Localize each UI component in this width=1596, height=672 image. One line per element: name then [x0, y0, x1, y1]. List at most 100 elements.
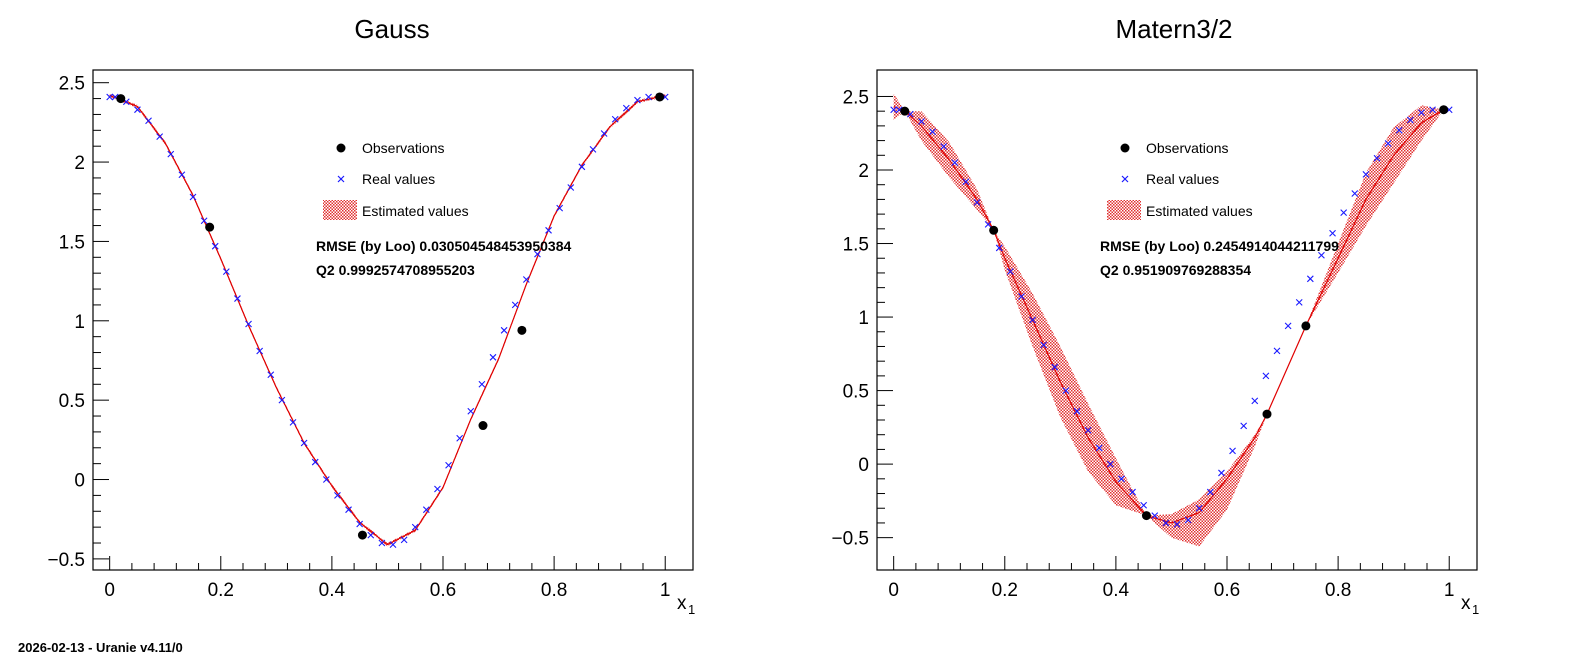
x-tick-label: 0.2	[992, 580, 1018, 601]
real-value-point	[622, 104, 630, 112]
real-value-point	[1006, 268, 1014, 275]
real-value-point	[467, 407, 475, 415]
legend-label-observations: Observations	[1146, 140, 1228, 156]
real-value-point	[1184, 516, 1192, 524]
legend-label-estimated-values: Estimated values	[1146, 203, 1253, 219]
y-tick-label: −0.5	[831, 529, 869, 550]
real-value-point	[1218, 469, 1225, 477]
q2-annotation: Q2 0.951909769288354	[1100, 262, 1251, 278]
real-value-point	[422, 506, 430, 514]
x-tick-label: 0	[104, 580, 115, 601]
real-value-point	[973, 198, 981, 206]
real-value-point	[589, 145, 597, 153]
real-value-point	[1162, 519, 1170, 527]
y-axis: −0.5 0 0.5 1 1.5 2 2.5	[831, 87, 893, 550]
x-axis: 0 0.2 0.4 0.6 0.8 1	[104, 556, 671, 601]
cross-layer	[890, 106, 1453, 528]
x-axis-label: x 1	[677, 593, 695, 617]
band-layer	[109, 93, 666, 547]
real-value-point	[1095, 444, 1103, 452]
line-layer	[109, 94, 666, 546]
real-value-point	[951, 159, 959, 167]
real-value-point	[434, 485, 441, 493]
footer-label: 2026-02-13 - Uranie v4.11/0	[18, 640, 183, 655]
observation-point	[655, 92, 665, 102]
real-value-point	[256, 347, 264, 355]
real-value-point	[1206, 488, 1214, 496]
y-tick-label: 2	[74, 153, 85, 174]
x-tick-label: 0.4	[1103, 580, 1130, 601]
real-value-point	[156, 133, 164, 141]
real-value-point	[1029, 316, 1036, 324]
legend-label-observations: Observations	[362, 140, 444, 156]
real-value-point	[1195, 504, 1203, 512]
real-value-point	[178, 171, 186, 179]
real-value-point	[311, 458, 319, 466]
line-layer	[893, 106, 1445, 524]
real-value-point	[367, 531, 375, 539]
real-value-point	[411, 523, 419, 531]
real-value-point	[1118, 475, 1125, 483]
q2-annotation: Q2 0.9992574708955203	[316, 262, 475, 278]
real-value-point	[1318, 251, 1325, 259]
stats-annotation: RMSE (by Loo) 0.2454914044211799 Q2 0.95…	[1100, 238, 1339, 278]
real-value-point	[1084, 426, 1092, 434]
observation-point	[478, 421, 488, 431]
estimated-line	[109, 94, 666, 546]
legend-band-swatch	[1107, 200, 1141, 220]
real-value-point	[1251, 397, 1259, 405]
x-tick-label: 1	[660, 580, 671, 601]
cross-layer	[106, 93, 669, 548]
x-tick-label: 0.8	[541, 580, 567, 601]
real-value-point	[522, 276, 530, 283]
panel-right: Matern3/2 0 0.2 0.4 0.6 0.8 1 −0.5 0 0.5 1 1.5 2 2.…	[831, 14, 1479, 617]
real-value-point	[289, 418, 297, 426]
real-value-point	[478, 380, 486, 388]
y-tick-label: 0.5	[843, 382, 869, 403]
legend: Observations Real values Estimated value…	[323, 140, 469, 220]
legend-label-estimated-values: Estimated values	[362, 203, 469, 219]
real-value-point	[445, 461, 452, 469]
legend-cross-marker	[1121, 175, 1129, 183]
observation-point	[357, 530, 367, 540]
y-tick-label: 2.5	[843, 87, 869, 108]
real-value-point	[300, 439, 308, 447]
real-value-point	[189, 193, 197, 201]
real-value-point	[634, 96, 641, 104]
observation-point	[1439, 105, 1449, 115]
real-value-point	[1395, 126, 1403, 134]
x-tick-label: 0.4	[319, 580, 346, 601]
legend-band-swatch	[323, 200, 357, 220]
y-tick-label: 0	[858, 455, 869, 476]
real-value-point	[456, 434, 464, 442]
real-value-point	[1329, 229, 1336, 237]
real-value-point	[1129, 488, 1136, 496]
estimated-band	[893, 93, 1444, 547]
real-value-point	[940, 143, 948, 150]
real-value-point	[1040, 341, 1048, 349]
legend-label-real-values: Real values	[1146, 171, 1219, 187]
real-value-point	[1418, 109, 1425, 117]
y-axis: −0.5 0 0.5 1 1.5 2 2.5	[47, 74, 109, 571]
real-value-point	[567, 184, 575, 191]
y-tick-label: −0.5	[47, 550, 85, 571]
observation-point	[989, 225, 999, 235]
panel-left: Gauss 0 0.2 0.4 0.6 0.8 1 −0.5 0 0.5 1 1.5 2 2.5 x …	[47, 14, 695, 617]
real-value-point	[1240, 422, 1248, 430]
x-axis-label-sub: 1	[688, 602, 695, 617]
real-value-point	[962, 178, 970, 186]
estimated-line	[893, 106, 1445, 524]
real-value-point	[400, 536, 408, 544]
real-value-point	[234, 295, 241, 302]
y-tick-label: 2	[858, 161, 869, 182]
x-axis-label-sub: 1	[1472, 602, 1479, 617]
real-value-point	[545, 226, 552, 234]
x-axis-label-main: x	[677, 593, 687, 614]
real-value-point	[611, 115, 619, 123]
legend-circle-marker	[1120, 143, 1130, 153]
chart-title: Matern3/2	[1115, 14, 1232, 44]
real-value-point	[1062, 387, 1070, 394]
band-layer	[893, 93, 1444, 547]
real-value-point	[1306, 275, 1314, 283]
y-tick-label: 0	[74, 471, 85, 492]
